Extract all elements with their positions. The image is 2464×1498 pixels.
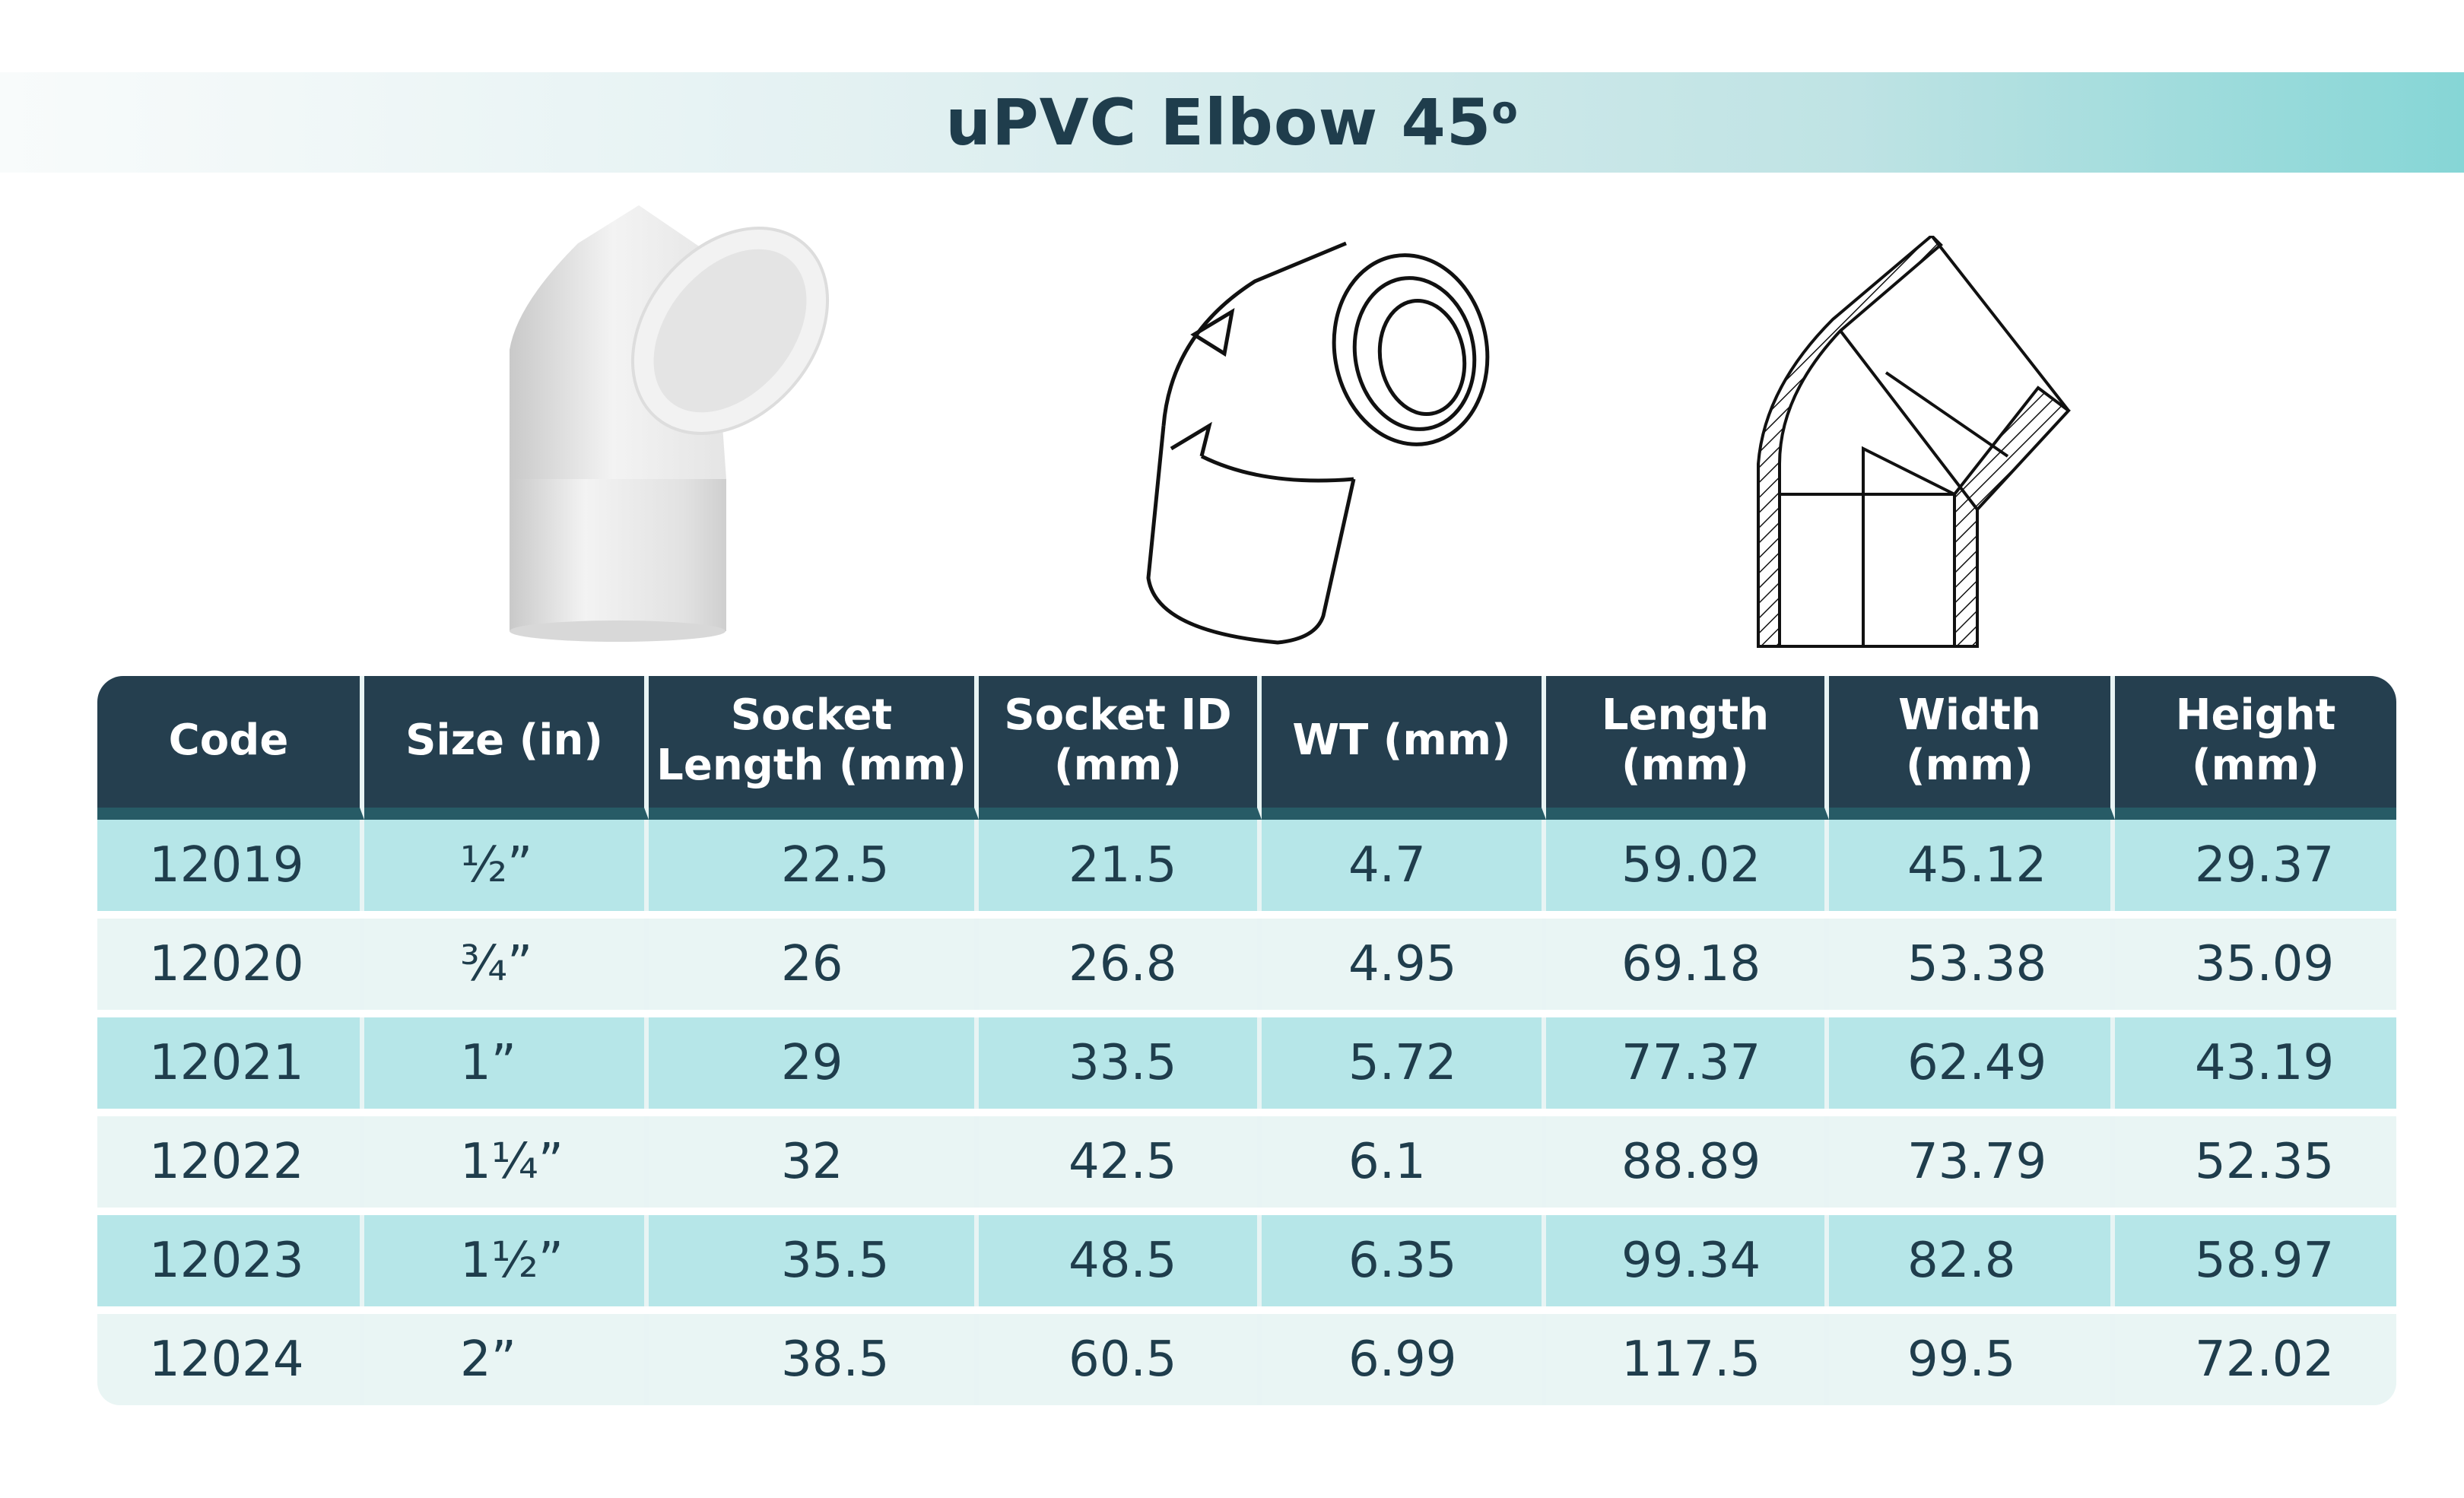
header-length: Length (mm) [1546,676,1829,820]
header-height: Height (mm) [2115,676,2396,820]
cell-socket-id: 48.5 [979,1215,1262,1306]
cell-size: ¾” [364,919,649,1010]
elbow-line-drawing-image [1146,241,1490,645]
header-width: Width (mm) [1829,676,2115,820]
cell-code: 12023 [97,1215,364,1306]
cell-length: 117.5 [1546,1314,1829,1405]
cell-height: 72.02 [2115,1314,2396,1405]
spec-table: Code Size (in) Socket Length (mm) Socket… [97,676,2396,1405]
cell-size: ½” [364,820,649,911]
cell-length: 69.18 [1546,919,1829,1010]
cell-code: 12024 [97,1314,364,1405]
cell-code: 12019 [97,820,364,911]
table-row: 12021 1” 29 33.5 5.72 77.37 62.49 43.19 [97,1017,2396,1109]
cell-width: 62.49 [1829,1017,2115,1109]
cell-width: 99.5 [1829,1314,2115,1405]
header-code: Code [97,676,364,820]
cell-height: 35.09 [2115,919,2396,1010]
cell-width: 82.8 [1829,1215,2115,1306]
cell-socket-id: 33.5 [979,1017,1262,1109]
cell-socket-length: 35.5 [649,1215,979,1306]
table-row: 12022 1¼” 32 42.5 6.1 88.89 73.79 52.35 [97,1116,2396,1208]
cell-socket-length: 29 [649,1017,979,1109]
header-size: Size (in) [364,676,649,820]
cell-code: 12021 [97,1017,364,1109]
table-row: 12019 ½” 22.5 21.5 4.7 59.02 45.12 29.37 [97,820,2396,911]
cell-height: 52.35 [2115,1116,2396,1208]
elbow-photo-image [510,205,830,642]
cell-length: 77.37 [1546,1017,1829,1109]
cell-socket-length: 38.5 [649,1314,979,1405]
header-socket-length: Socket Length (mm) [649,676,979,820]
cell-code: 12022 [97,1116,364,1208]
table-row: 12020 ¾” 26 26.8 4.95 69.18 53.38 35.09 [97,919,2396,1010]
cell-socket-id: 60.5 [979,1314,1262,1405]
cell-code: 12020 [97,919,364,1010]
cell-wt: 5.72 [1262,1017,1546,1109]
cell-size: 1½” [364,1215,649,1306]
cell-width: 53.38 [1829,919,2115,1010]
cell-wt: 4.7 [1262,820,1546,911]
cell-socket-id: 21.5 [979,820,1262,911]
cell-wt: 4.95 [1262,919,1546,1010]
cell-size: 2” [364,1314,649,1405]
table-row: 12024 2” 38.5 60.5 6.99 117.5 99.5 72.02 [97,1314,2396,1405]
cell-wt: 6.99 [1262,1314,1546,1405]
cell-length: 88.89 [1546,1116,1829,1208]
cell-socket-id: 42.5 [979,1116,1262,1208]
cell-socket-length: 26 [649,919,979,1010]
cell-height: 29.37 [2115,820,2396,911]
cell-size: 1¼” [364,1116,649,1208]
title-band: uPVC Elbow 45o [0,72,2464,173]
cell-height: 43.19 [2115,1017,2396,1109]
table-row: 12023 1½” 35.5 48.5 6.35 99.34 82.8 58.97 [97,1215,2396,1306]
table-header-row: Code Size (in) Socket Length (mm) Socket… [97,676,2396,820]
cell-wt: 6.35 [1262,1215,1546,1306]
cell-width: 45.12 [1829,820,2115,911]
cell-socket-id: 26.8 [979,919,1262,1010]
cell-width: 73.79 [1829,1116,2115,1208]
cell-length: 59.02 [1546,820,1829,911]
cell-wt: 6.1 [1262,1116,1546,1208]
header-socket-id: Socket ID (mm) [979,676,1262,820]
cell-height: 58.97 [2115,1215,2396,1306]
cell-socket-length: 22.5 [649,820,979,911]
cell-size: 1” [364,1017,649,1109]
header-wt: WT (mm) [1262,676,1546,820]
page-title: uPVC Elbow 45o [945,85,1519,160]
cell-length: 99.34 [1546,1215,1829,1306]
elbow-cross-section-image [1757,236,2071,648]
cell-socket-length: 32 [649,1116,979,1208]
